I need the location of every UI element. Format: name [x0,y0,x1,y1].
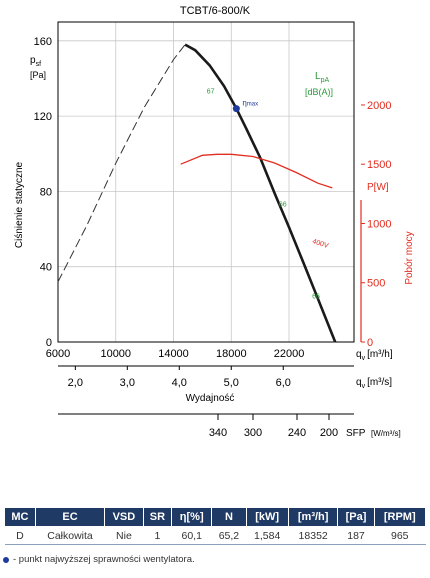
table-cell: D [4,526,36,545]
x2-tick-label: 5,0 [224,377,239,389]
power-curve [180,153,333,189]
power-tick-labels: 0 500 1000 1500 2000 [361,100,391,349]
table-cell: 18352 [288,526,338,545]
table-header-cell: EC [34,507,106,527]
x-axis-unit-h: qv [m³/h] [356,349,393,362]
noise-level-label: 66 [312,294,320,301]
power-tick-label: 1500 [367,159,391,171]
power-curve-label: 400V [311,238,329,250]
x2-tick-labels: 2,0 3,0 4,0 5,0 6,0 [68,366,291,389]
sfp-tick-labels: 340 300 240 200 [209,414,338,439]
y-tick-label: 80 [40,186,52,198]
footnote-text: - punkt najwyższej sprawności wentylator… [13,554,195,565]
power-axis-title: Pobór mocy [404,231,415,284]
y-axis-unit: [Pa] [30,70,46,80]
performance-table: MC EC VSD SR η[%] N [kW] [m³/h] [Pa] [RPM] D Całko… [4,507,427,545]
table-cell: 1 [143,526,172,545]
table-cell: 187 [337,526,375,545]
x-tick-labels: 6000 10000 14000 18000 22000 [46,348,305,360]
sfp-tick-label: 240 [288,427,306,439]
eta-point-legend-icon [3,556,9,563]
stall-curve [57,44,186,283]
noise-level-label: 66 [279,201,287,208]
table-cell: Całkowita [35,526,105,545]
footnote: - punkt najwyższej sprawności wentylator… [3,554,195,565]
x2-axis-unit: qv [m³/s] [356,377,392,390]
x-tick-label: 18000 [216,348,247,360]
x2-tick-label: 2,0 [68,377,83,389]
table-header-cell: SR [142,507,173,527]
sfp-tick-label: 300 [244,427,262,439]
power-tick-label: 0 [367,337,373,349]
x-axis-title: Wydajność [186,393,235,404]
table-header-cell: [kW] [245,507,289,527]
power-axis-unit: P[W] [367,182,389,193]
power-tick-label: 2000 [367,100,391,112]
noise-level-label: 67 [207,89,215,96]
chart-title: TCBT/6-800/K [180,5,251,17]
table-header-cell: VSD [104,507,144,527]
x-tick-label: 22000 [274,348,305,360]
table-cell: Nie [104,526,144,545]
y-tick-label: 40 [40,262,52,274]
x-tick-label: 14000 [158,348,189,360]
y-tick-label: 120 [34,111,52,123]
y-axis-symbol: psf [30,55,41,68]
table-row: D Całkowita Nie 1 60,1 65,2 1,584 18352 187 965 [4,526,426,545]
power-tick-label: 500 [367,278,385,290]
eta-max-point [232,105,240,113]
lpa-unit: [dB(A)] [305,87,333,97]
table-header-cell: η[%] [171,507,213,527]
eta-max-label: ηmax [242,99,258,108]
table-header-row: MC EC VSD SR η[%] N [kW] [m³/h] [Pa] [RPM] [4,507,427,527]
x2-tick-label: 3,0 [120,377,135,389]
y-tick-label: 160 [34,36,52,48]
table-header-cell: MC [4,507,36,527]
lpa-label: LpA [315,71,329,84]
table-cell: 1,584 [246,526,289,545]
sfp-tick-label: 200 [320,427,338,439]
x-tick-label: 10000 [100,348,131,360]
table-cell: 965 [374,526,426,545]
y-tick-label: 0 [46,337,52,349]
x2-tick-label: 6,0 [276,377,291,389]
x2-tick-label: 4,0 [172,377,187,389]
x-tick-label: 6000 [46,348,70,360]
power-tick-label: 1000 [367,218,391,230]
table-header-cell: [Pa] [337,507,375,527]
fan-curve [184,43,337,343]
table-header-cell: [m³/h] [287,507,339,527]
plot-frame [57,21,355,343]
sfp-label: SFP [346,428,366,439]
y-axis-title: Ciśnienie statyczne [14,161,25,248]
table-cell: 65,2 [211,526,246,545]
annotation-group: ηmax 67 66 66 400V [207,89,330,301]
grid [57,22,354,343]
table-header-cell: N [211,507,247,527]
fan-performance-chart: TCBT/6-800/K psf [Pa] Ciśnienie statyczn… [14,5,415,439]
sfp-unit: [W/m³/s] [371,429,401,438]
table-header-cell: [RPM] [373,507,427,527]
series-group [57,43,337,343]
sfp-tick-label: 340 [209,427,227,439]
table-cell: 60,1 [171,526,212,545]
y-tick-labels: 0 40 80 120 160 [34,36,52,349]
